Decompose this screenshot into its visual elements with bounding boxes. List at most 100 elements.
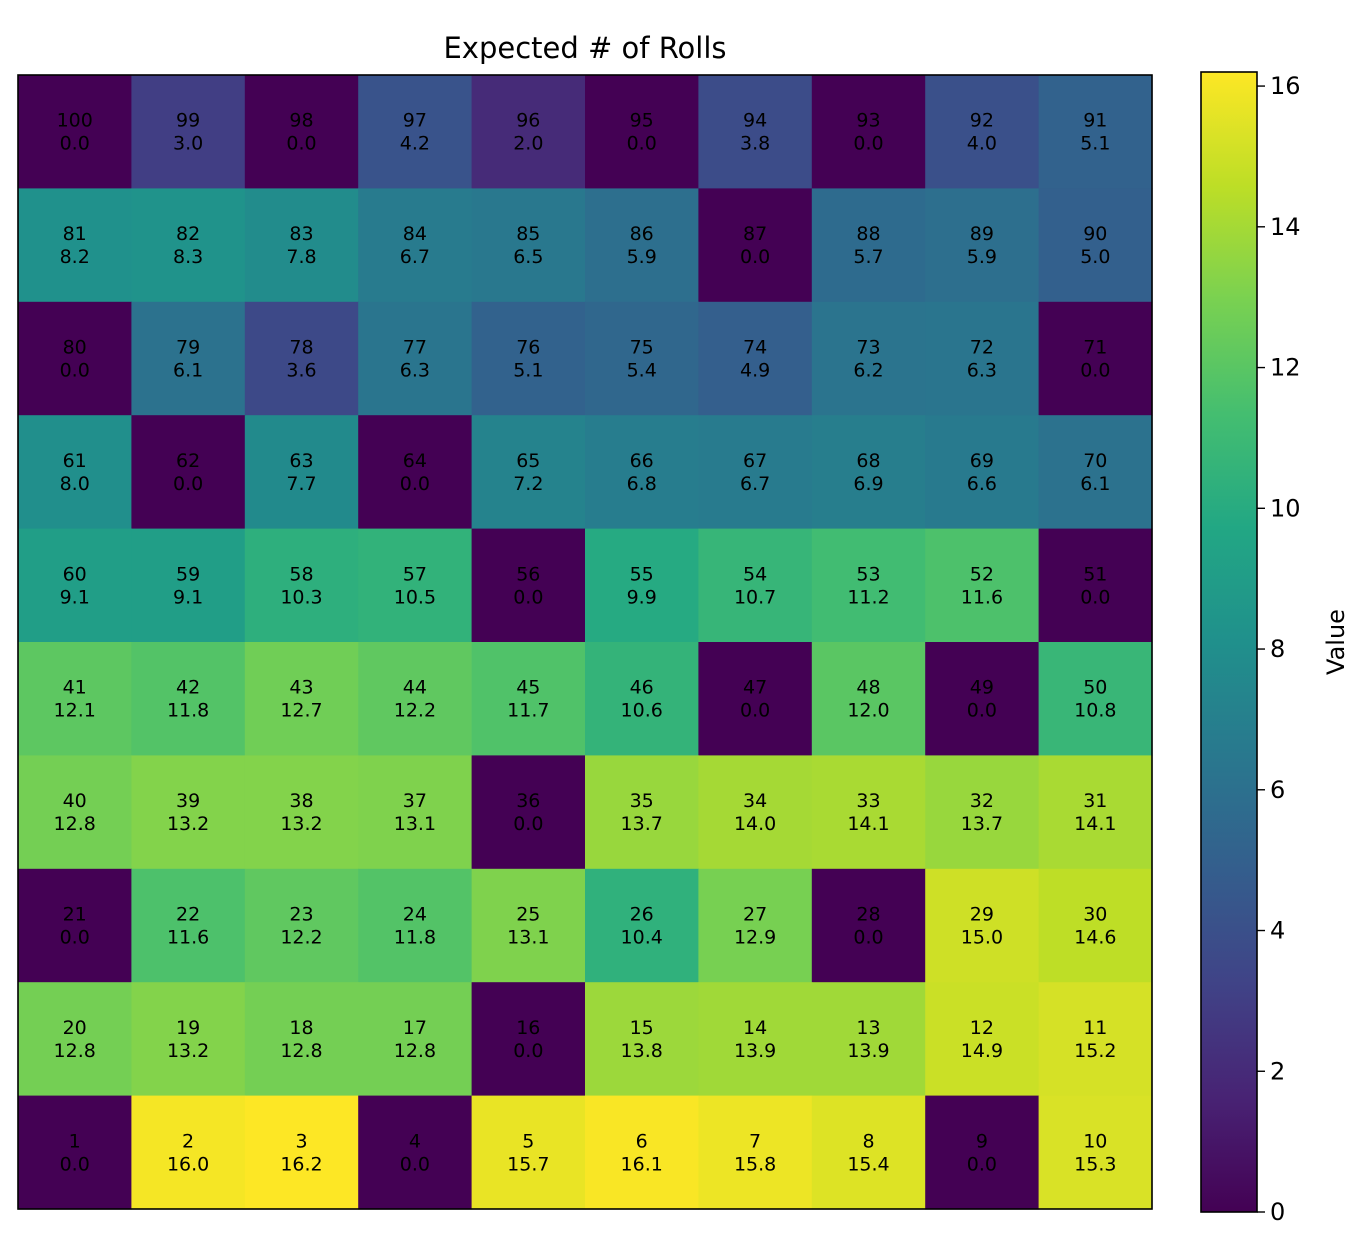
heatmap-cell: [18, 642, 132, 756]
heatmap-cell: [18, 1095, 132, 1210]
cell-value-label: 6.9: [853, 473, 883, 495]
heatmap-cell: [471, 415, 586, 530]
heatmap-cell: [358, 301, 473, 416]
cell-square-label: 61: [63, 450, 87, 472]
cell-value-label: 3.0: [173, 133, 203, 155]
cell-value-label: 6.3: [400, 360, 430, 382]
cell-value-label: 6.8: [627, 473, 657, 495]
heatmap-cell: [698, 528, 813, 643]
heatmap-cell: [925, 301, 1040, 416]
heatmap-cell: [358, 868, 473, 983]
heatmap-cell: [244, 1095, 359, 1210]
cell-value-label: 13.7: [621, 813, 663, 835]
cell-value-label: 14.9: [961, 1040, 1003, 1062]
cell-square-label: 93: [856, 110, 880, 132]
cell-square-label: 85: [516, 223, 540, 245]
cell-square-label: 6: [636, 1130, 648, 1152]
cell-square-label: 98: [289, 110, 313, 132]
cell-value-label: 14.0: [734, 813, 776, 835]
cell-value-label: 12.8: [54, 1040, 96, 1062]
plot-frame: [17, 74, 1153, 1210]
cell-value-label: 0.0: [400, 1153, 430, 1175]
cell-value-label: 0.0: [60, 133, 90, 155]
cell-square-label: 96: [516, 110, 540, 132]
cell-square-label: 52: [970, 563, 994, 585]
cell-square-label: 71: [1083, 337, 1107, 359]
cell-square-label: 79: [176, 337, 200, 359]
cell-value-label: 7.2: [513, 473, 543, 495]
cell-square-label: 56: [516, 563, 540, 585]
cell-square-label: 11: [1083, 1017, 1107, 1039]
cell-square-label: 33: [856, 790, 880, 812]
heatmap-cell: [1038, 528, 1153, 643]
cell-value-label: 15.7: [507, 1153, 549, 1175]
cell-value-label: 13.1: [507, 927, 549, 949]
cell-value-label: 4.2: [400, 133, 430, 155]
cell-value-label: 10.8: [1074, 700, 1116, 722]
heatmap-cell: [244, 301, 359, 416]
heatmap-cell: [698, 415, 813, 530]
heatmap-cell: [358, 642, 473, 756]
cell-value-label: 13.8: [621, 1040, 663, 1062]
heatmap-cell: [811, 868, 926, 983]
cell-value-label: 0.0: [853, 927, 883, 949]
cell-value-label: 15.0: [961, 927, 1003, 949]
cell-value-label: 5.0: [1080, 246, 1110, 268]
heatmap-cell: [131, 415, 246, 530]
cell-value-label: 11.6: [167, 927, 209, 949]
colorbar-tick-label: 0: [1270, 1198, 1285, 1226]
cell-square-label: 43: [289, 677, 313, 699]
heatmap-cell: [471, 755, 586, 870]
heatmap-cell: [811, 755, 926, 870]
cell-square-label: 99: [176, 110, 200, 132]
cell-square-label: 40: [63, 790, 87, 812]
cell-value-label: 0.0: [967, 1153, 997, 1175]
cell-value-label: 0.0: [627, 133, 657, 155]
heatmap-cell: [925, 642, 1040, 756]
heatmap-cell: [1038, 188, 1153, 303]
cell-value-label: 0.0: [286, 133, 316, 155]
cell-value-label: 0.0: [740, 700, 770, 722]
cell-value-label: 4.9: [740, 360, 770, 382]
heatmap-cell: [811, 188, 926, 303]
cell-square-label: 14: [743, 1017, 767, 1039]
cell-square-label: 94: [743, 110, 767, 132]
heatmap-cell: [585, 868, 699, 983]
cell-square-label: 42: [176, 677, 200, 699]
cell-square-label: 1: [69, 1130, 81, 1152]
heatmap-cell: [131, 75, 246, 189]
cell-value-label: 16.0: [167, 1153, 209, 1175]
heatmap-cell: [585, 188, 699, 303]
cell-square-label: 22: [176, 904, 200, 926]
cell-square-label: 32: [970, 790, 994, 812]
heatmap-cell: [471, 982, 586, 1097]
cell-square-label: 60: [63, 563, 87, 585]
cell-value-label: 0.0: [513, 813, 543, 835]
heatmap-cell: [925, 415, 1040, 530]
heatmap-cell: [811, 415, 926, 530]
cell-square-label: 29: [970, 904, 994, 926]
heatmap-cell: [698, 642, 813, 756]
cell-square-label: 48: [856, 677, 880, 699]
colorbar-gradient: [1201, 72, 1257, 1212]
cell-square-label: 21: [63, 904, 87, 926]
cell-value-label: 13.9: [734, 1040, 776, 1062]
cell-square-label: 84: [403, 223, 427, 245]
cell-square-label: 12: [970, 1017, 994, 1039]
heatmap-cell: [131, 1095, 246, 1210]
cell-value-label: 0.0: [60, 360, 90, 382]
cell-square-label: 65: [516, 450, 540, 472]
cell-square-label: 80: [63, 337, 87, 359]
colorbar-tick-label: 8: [1270, 635, 1285, 663]
colorbar-tick-label: 12: [1270, 354, 1301, 382]
cell-square-label: 41: [63, 677, 87, 699]
cell-square-label: 58: [289, 563, 313, 585]
cell-square-label: 17: [403, 1017, 427, 1039]
cell-value-label: 5.9: [627, 246, 657, 268]
chart-title: Expected # of Rolls: [443, 31, 726, 65]
heatmap-cell: [698, 301, 813, 416]
cell-square-label: 35: [630, 790, 654, 812]
cell-value-label: 14.1: [847, 813, 889, 835]
colorbar-tick-label: 10: [1270, 494, 1301, 522]
cell-value-label: 0.0: [853, 133, 883, 155]
